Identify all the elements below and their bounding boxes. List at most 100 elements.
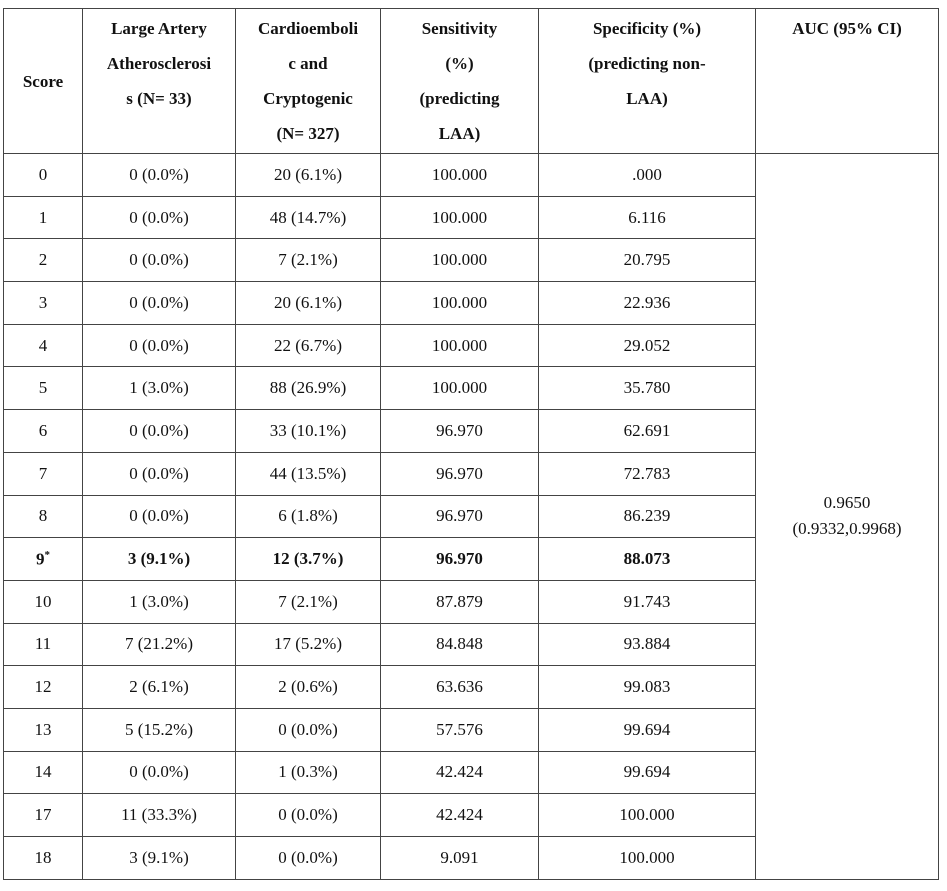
specificity: 72.783 bbox=[623, 463, 671, 483]
table-row: 6 0 (0.0%) 33 (10.1%) 96.970 62.691 bbox=[3, 409, 939, 453]
laa-cell: 7 (21.2%) bbox=[82, 622, 236, 667]
specificity-cell: 35.780 bbox=[538, 366, 756, 411]
laa: 3 (9.1%) bbox=[129, 847, 189, 867]
table-row: 5 1 (3.0%) 88 (26.9%) 100.000 35.780 bbox=[3, 366, 939, 411]
other: 20 (6.1%) bbox=[274, 292, 342, 312]
score: 2 bbox=[38, 250, 48, 270]
header-line: Specificity (%) bbox=[592, 19, 702, 38]
score: 1 bbox=[38, 207, 48, 227]
score: 12 bbox=[34, 677, 52, 697]
table-row: 12 2 (6.1%) 2 (0.6%) 63.636 99.083 bbox=[3, 665, 939, 709]
other-cell: 88 (26.9%) bbox=[235, 366, 381, 411]
score: 14 bbox=[34, 762, 52, 782]
sensitivity-cell: 42.424 bbox=[380, 750, 539, 795]
sensitivity: 96.970 bbox=[436, 463, 483, 483]
laa: 0 (0.0%) bbox=[129, 292, 189, 312]
laa: 0 (0.0%) bbox=[129, 463, 189, 483]
other-cell: 0 (0.0%) bbox=[235, 707, 381, 752]
score: 7 bbox=[38, 463, 48, 483]
header-line: LAA) bbox=[626, 89, 668, 108]
specificity-cell: 6.116 bbox=[538, 195, 756, 240]
header-line: (predicting bbox=[419, 89, 500, 108]
results-table: Score Large Artery Atherosclerosi s (N= 33)… bbox=[3, 8, 939, 880]
other: 7 (2.1%) bbox=[278, 250, 338, 270]
score-cell: 4 bbox=[3, 323, 83, 368]
header-cell: AUC (95% CI) bbox=[755, 8, 939, 154]
specificity-cell: 20.795 bbox=[538, 238, 756, 283]
header-line: c and bbox=[288, 54, 328, 73]
specificity-cell: .000 bbox=[538, 153, 756, 197]
specificity-cell: 99.694 bbox=[538, 707, 756, 752]
score-cell: 14 bbox=[3, 750, 83, 795]
sensitivity-cell: 63.636 bbox=[380, 665, 539, 709]
sensitivity: 96.970 bbox=[436, 549, 483, 569]
score-cell: 2 bbox=[3, 238, 83, 283]
header-cell: Sensitivity (%) (predicting LAA) bbox=[380, 8, 539, 154]
specificity: 100.000 bbox=[619, 847, 675, 867]
specificity: 99.083 bbox=[623, 677, 671, 697]
laa: 0 (0.0%) bbox=[129, 250, 189, 270]
score-cell: 3 bbox=[3, 281, 83, 325]
sensitivity: 100.000 bbox=[431, 378, 488, 398]
sensitivity: 84.848 bbox=[436, 634, 483, 654]
specificity: 62.691 bbox=[623, 420, 671, 440]
specificity-cell: 91.743 bbox=[538, 579, 756, 624]
sensitivity-cell: 84.848 bbox=[380, 622, 539, 667]
other: 0 (0.0%) bbox=[278, 719, 338, 739]
specificity: 99.694 bbox=[623, 762, 671, 782]
laa-cell: 3 (9.1%) bbox=[82, 836, 236, 880]
sensitivity-cell: 96.970 bbox=[380, 409, 539, 453]
specificity: 100.000 bbox=[619, 805, 675, 825]
specificity: 20.795 bbox=[623, 250, 671, 270]
table-row: 3 0 (0.0%) 20 (6.1%) 100.000 22.936 bbox=[3, 281, 939, 325]
laa-cell: 11 (33.3%) bbox=[82, 793, 236, 837]
table-row: 0 0 (0.0%) 20 (6.1%) 100.000 .000 0.9650 (0.93… bbox=[3, 153, 939, 880]
score-cell: 12 bbox=[3, 665, 83, 709]
specificity-cell: 22.936 bbox=[538, 281, 756, 325]
laa-cell: 2 (6.1%) bbox=[82, 665, 236, 709]
table-row: 18 3 (9.1%) 0 (0.0%) 9.091 100.000 bbox=[3, 836, 939, 880]
laa-cell: 3 (9.1%) bbox=[82, 537, 236, 581]
specificity: 22.936 bbox=[623, 292, 671, 312]
laa-cell: 1 (3.0%) bbox=[82, 366, 236, 411]
sensitivity-cell: 100.000 bbox=[380, 281, 539, 325]
other-cell: 1 (0.3%) bbox=[235, 750, 381, 795]
sensitivity: 9.091 bbox=[440, 847, 479, 867]
specificity-cell: 86.239 bbox=[538, 494, 756, 539]
score: 17 bbox=[34, 805, 52, 825]
score: 4 bbox=[38, 335, 48, 355]
header-row: Score Large Artery Atherosclerosi s (N= 33)… bbox=[3, 8, 939, 154]
header-cell: Large Artery Atherosclerosi s (N= 33) bbox=[82, 8, 236, 154]
score: 5 bbox=[38, 378, 48, 398]
header-cell: Score bbox=[3, 8, 83, 154]
score: 8 bbox=[38, 506, 48, 526]
other-cell: 20 (6.1%) bbox=[235, 153, 381, 197]
other-cell: 12 (3.7%) bbox=[235, 537, 381, 581]
laa: 5 (15.2%) bbox=[125, 719, 193, 739]
laa: 0 (0.0%) bbox=[129, 335, 189, 355]
other: 48 (14.7%) bbox=[269, 207, 347, 227]
laa-cell: 0 (0.0%) bbox=[82, 238, 236, 283]
other-cell: 48 (14.7%) bbox=[235, 195, 381, 240]
header-line: Score bbox=[22, 71, 64, 91]
laa: 1 (3.0%) bbox=[129, 591, 189, 611]
laa-cell: 1 (3.0%) bbox=[82, 579, 236, 624]
other-cell: 7 (2.1%) bbox=[235, 238, 381, 283]
specificity-cell: 100.000 bbox=[538, 836, 756, 880]
sensitivity: 100.000 bbox=[431, 250, 488, 270]
specificity: 93.884 bbox=[623, 634, 671, 654]
sensitivity-cell: 100.000 bbox=[380, 153, 539, 197]
table-row: 17 11 (33.3%) 0 (0.0%) 42.424 100.000 bbox=[3, 793, 939, 837]
header-line: (predicting non- bbox=[588, 54, 706, 73]
other: 33 (10.1%) bbox=[269, 420, 347, 440]
score: 3 bbox=[38, 292, 48, 312]
header-line: Cryptogenic bbox=[263, 89, 353, 108]
laa-cell: 0 (0.0%) bbox=[82, 153, 236, 197]
laa: 2 (6.1%) bbox=[129, 677, 189, 697]
laa-cell: 0 (0.0%) bbox=[82, 409, 236, 453]
table-row: 10 1 (3.0%) 7 (2.1%) 87.879 91.743 bbox=[3, 579, 939, 624]
sensitivity-cell: 42.424 bbox=[380, 793, 539, 837]
laa-cell: 0 (0.0%) bbox=[82, 281, 236, 325]
laa-cell: 0 (0.0%) bbox=[82, 451, 236, 496]
other-cell: 33 (10.1%) bbox=[235, 409, 381, 453]
